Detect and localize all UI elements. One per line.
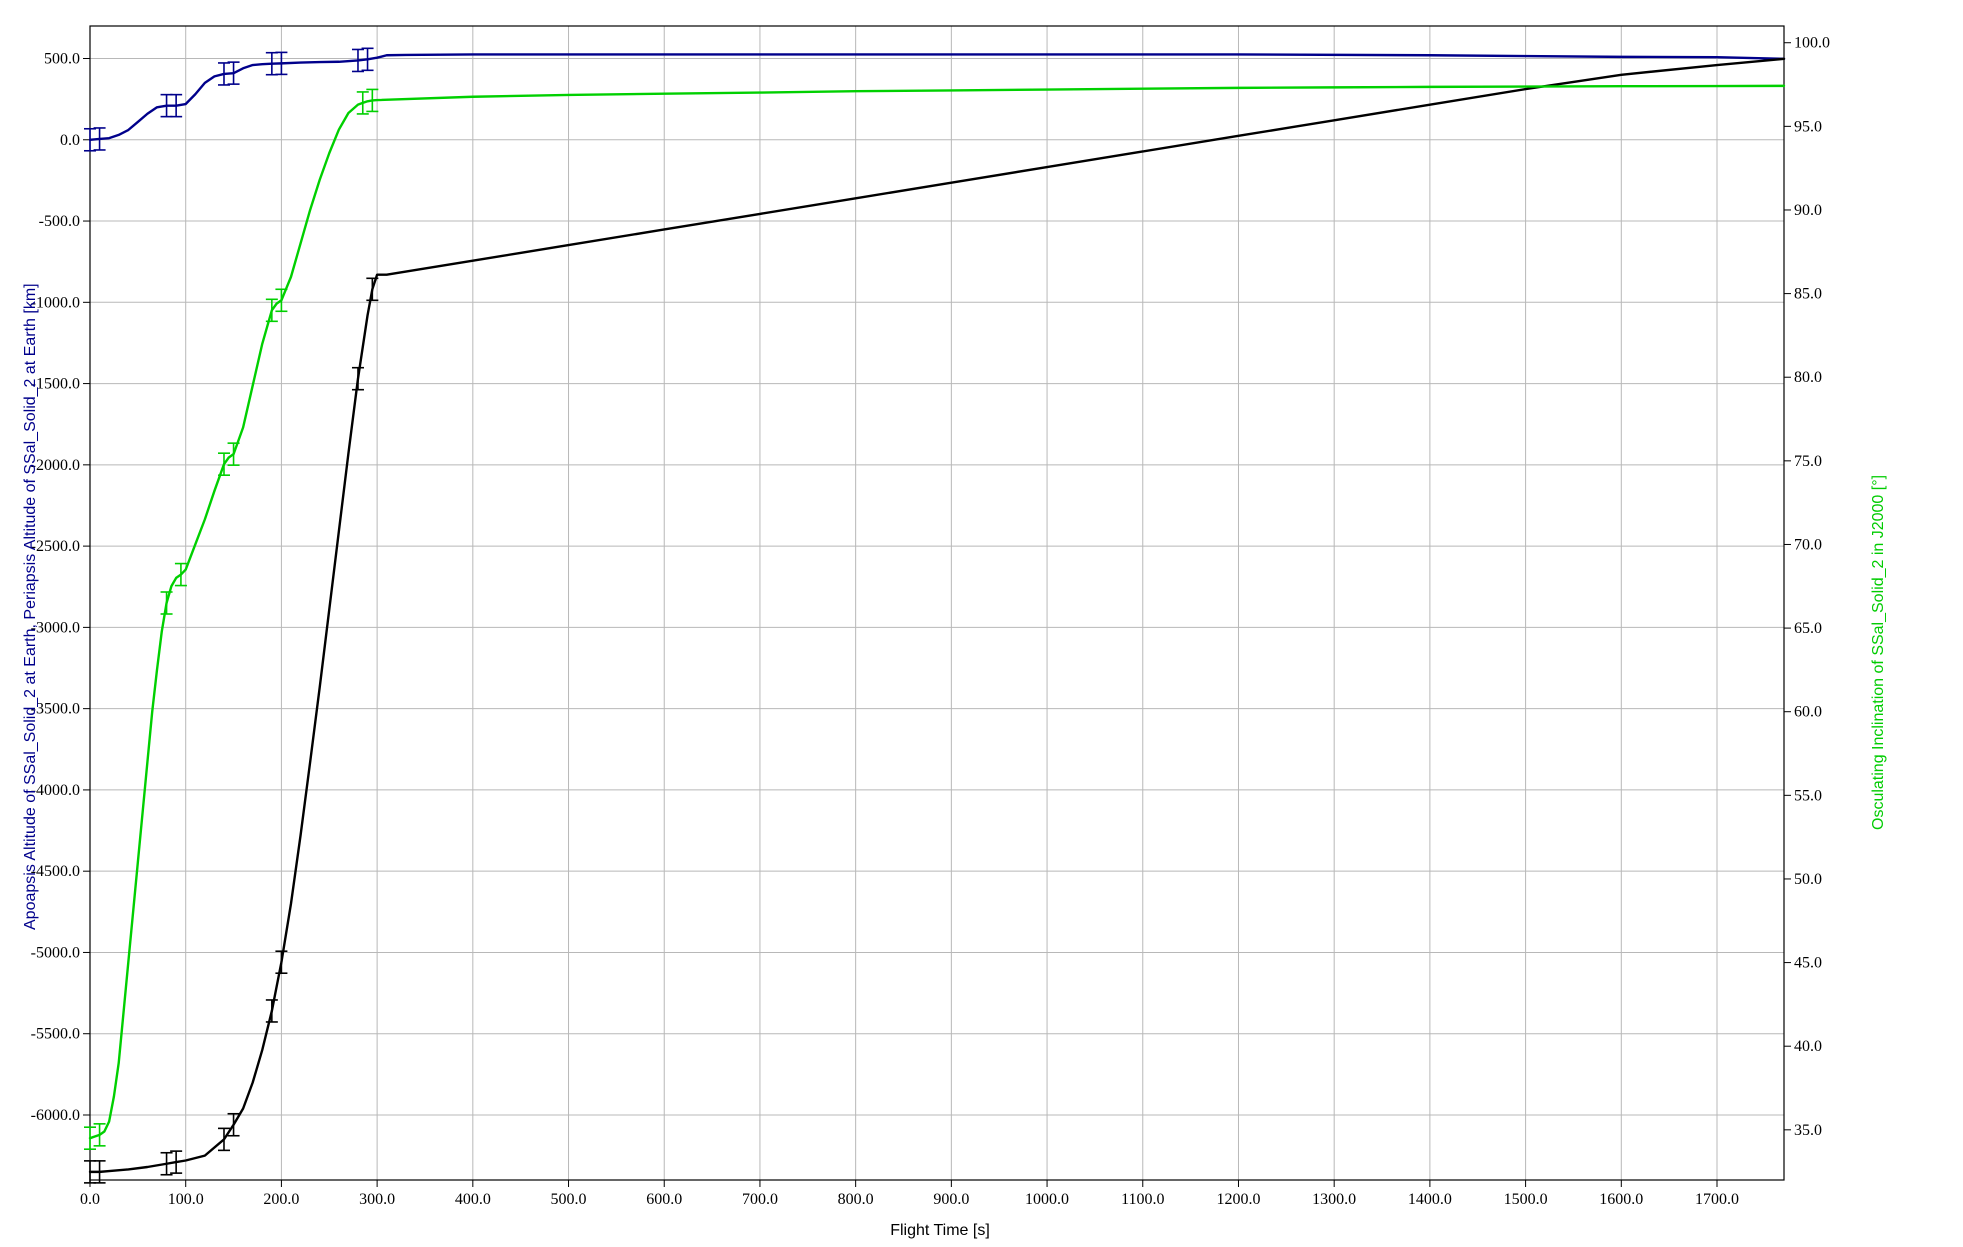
svg-text:400.0: 400.0: [455, 1191, 491, 1208]
svg-text:300.0: 300.0: [359, 1191, 395, 1208]
svg-text:65.0: 65.0: [1794, 620, 1822, 637]
svg-text:1600.0: 1600.0: [1599, 1191, 1643, 1208]
svg-text:800.0: 800.0: [838, 1191, 874, 1208]
svg-text:45.0: 45.0: [1794, 955, 1822, 972]
svg-text:80.0: 80.0: [1794, 369, 1822, 386]
svg-text:85.0: 85.0: [1794, 286, 1822, 303]
svg-text:1400.0: 1400.0: [1408, 1191, 1452, 1208]
svg-text:700.0: 700.0: [742, 1191, 778, 1208]
svg-text:35.0: 35.0: [1794, 1122, 1822, 1139]
svg-text:1700.0: 1700.0: [1695, 1191, 1739, 1208]
svg-text:90.0: 90.0: [1794, 202, 1822, 219]
y-axis-left-label: Apoapsis Altitude of SSal_Solid_2 at Ear…: [22, 283, 40, 930]
svg-text:-5500.0: -5500.0: [31, 1026, 80, 1043]
svg-text:-5000.0: -5000.0: [31, 944, 80, 961]
svg-text:70.0: 70.0: [1794, 536, 1822, 553]
svg-text:-500.0: -500.0: [39, 213, 80, 230]
svg-text:60.0: 60.0: [1794, 704, 1822, 721]
svg-text:55.0: 55.0: [1794, 787, 1822, 804]
svg-text:-6000.0: -6000.0: [31, 1107, 80, 1124]
svg-text:100.0: 100.0: [168, 1191, 204, 1208]
svg-text:1100.0: 1100.0: [1121, 1191, 1164, 1208]
svg-text:100.0: 100.0: [1794, 35, 1830, 52]
svg-text:0.0: 0.0: [80, 1191, 100, 1208]
y-axis-right-label: Osculating Inclination of SSal_Solid_2 i…: [1870, 475, 1888, 830]
svg-text:40.0: 40.0: [1794, 1038, 1822, 1055]
svg-text:50.0: 50.0: [1794, 871, 1822, 888]
svg-text:1200.0: 1200.0: [1216, 1191, 1260, 1208]
chart-svg: 0.0 100.0 200.0 300.0 400.0 500.0 600.0 700.0 80…: [0, 0, 1963, 1247]
svg-text:1300.0: 1300.0: [1312, 1191, 1356, 1208]
x-axis-label: Flight Time [s]: [840, 1222, 1040, 1240]
svg-text:200.0: 200.0: [263, 1191, 299, 1208]
chart-root: 0.0 100.0 200.0 300.0 400.0 500.0 600.0 700.0 80…: [0, 0, 1963, 1247]
svg-text:900.0: 900.0: [933, 1191, 969, 1208]
svg-text:1000.0: 1000.0: [1025, 1191, 1069, 1208]
svg-text:500.0: 500.0: [551, 1191, 587, 1208]
svg-text:1500.0: 1500.0: [1504, 1191, 1548, 1208]
svg-text:500.0: 500.0: [44, 51, 80, 68]
svg-text:75.0: 75.0: [1794, 453, 1822, 470]
svg-text:600.0: 600.0: [646, 1191, 682, 1208]
svg-text:95.0: 95.0: [1794, 118, 1822, 135]
svg-text:0.0: 0.0: [60, 132, 80, 149]
